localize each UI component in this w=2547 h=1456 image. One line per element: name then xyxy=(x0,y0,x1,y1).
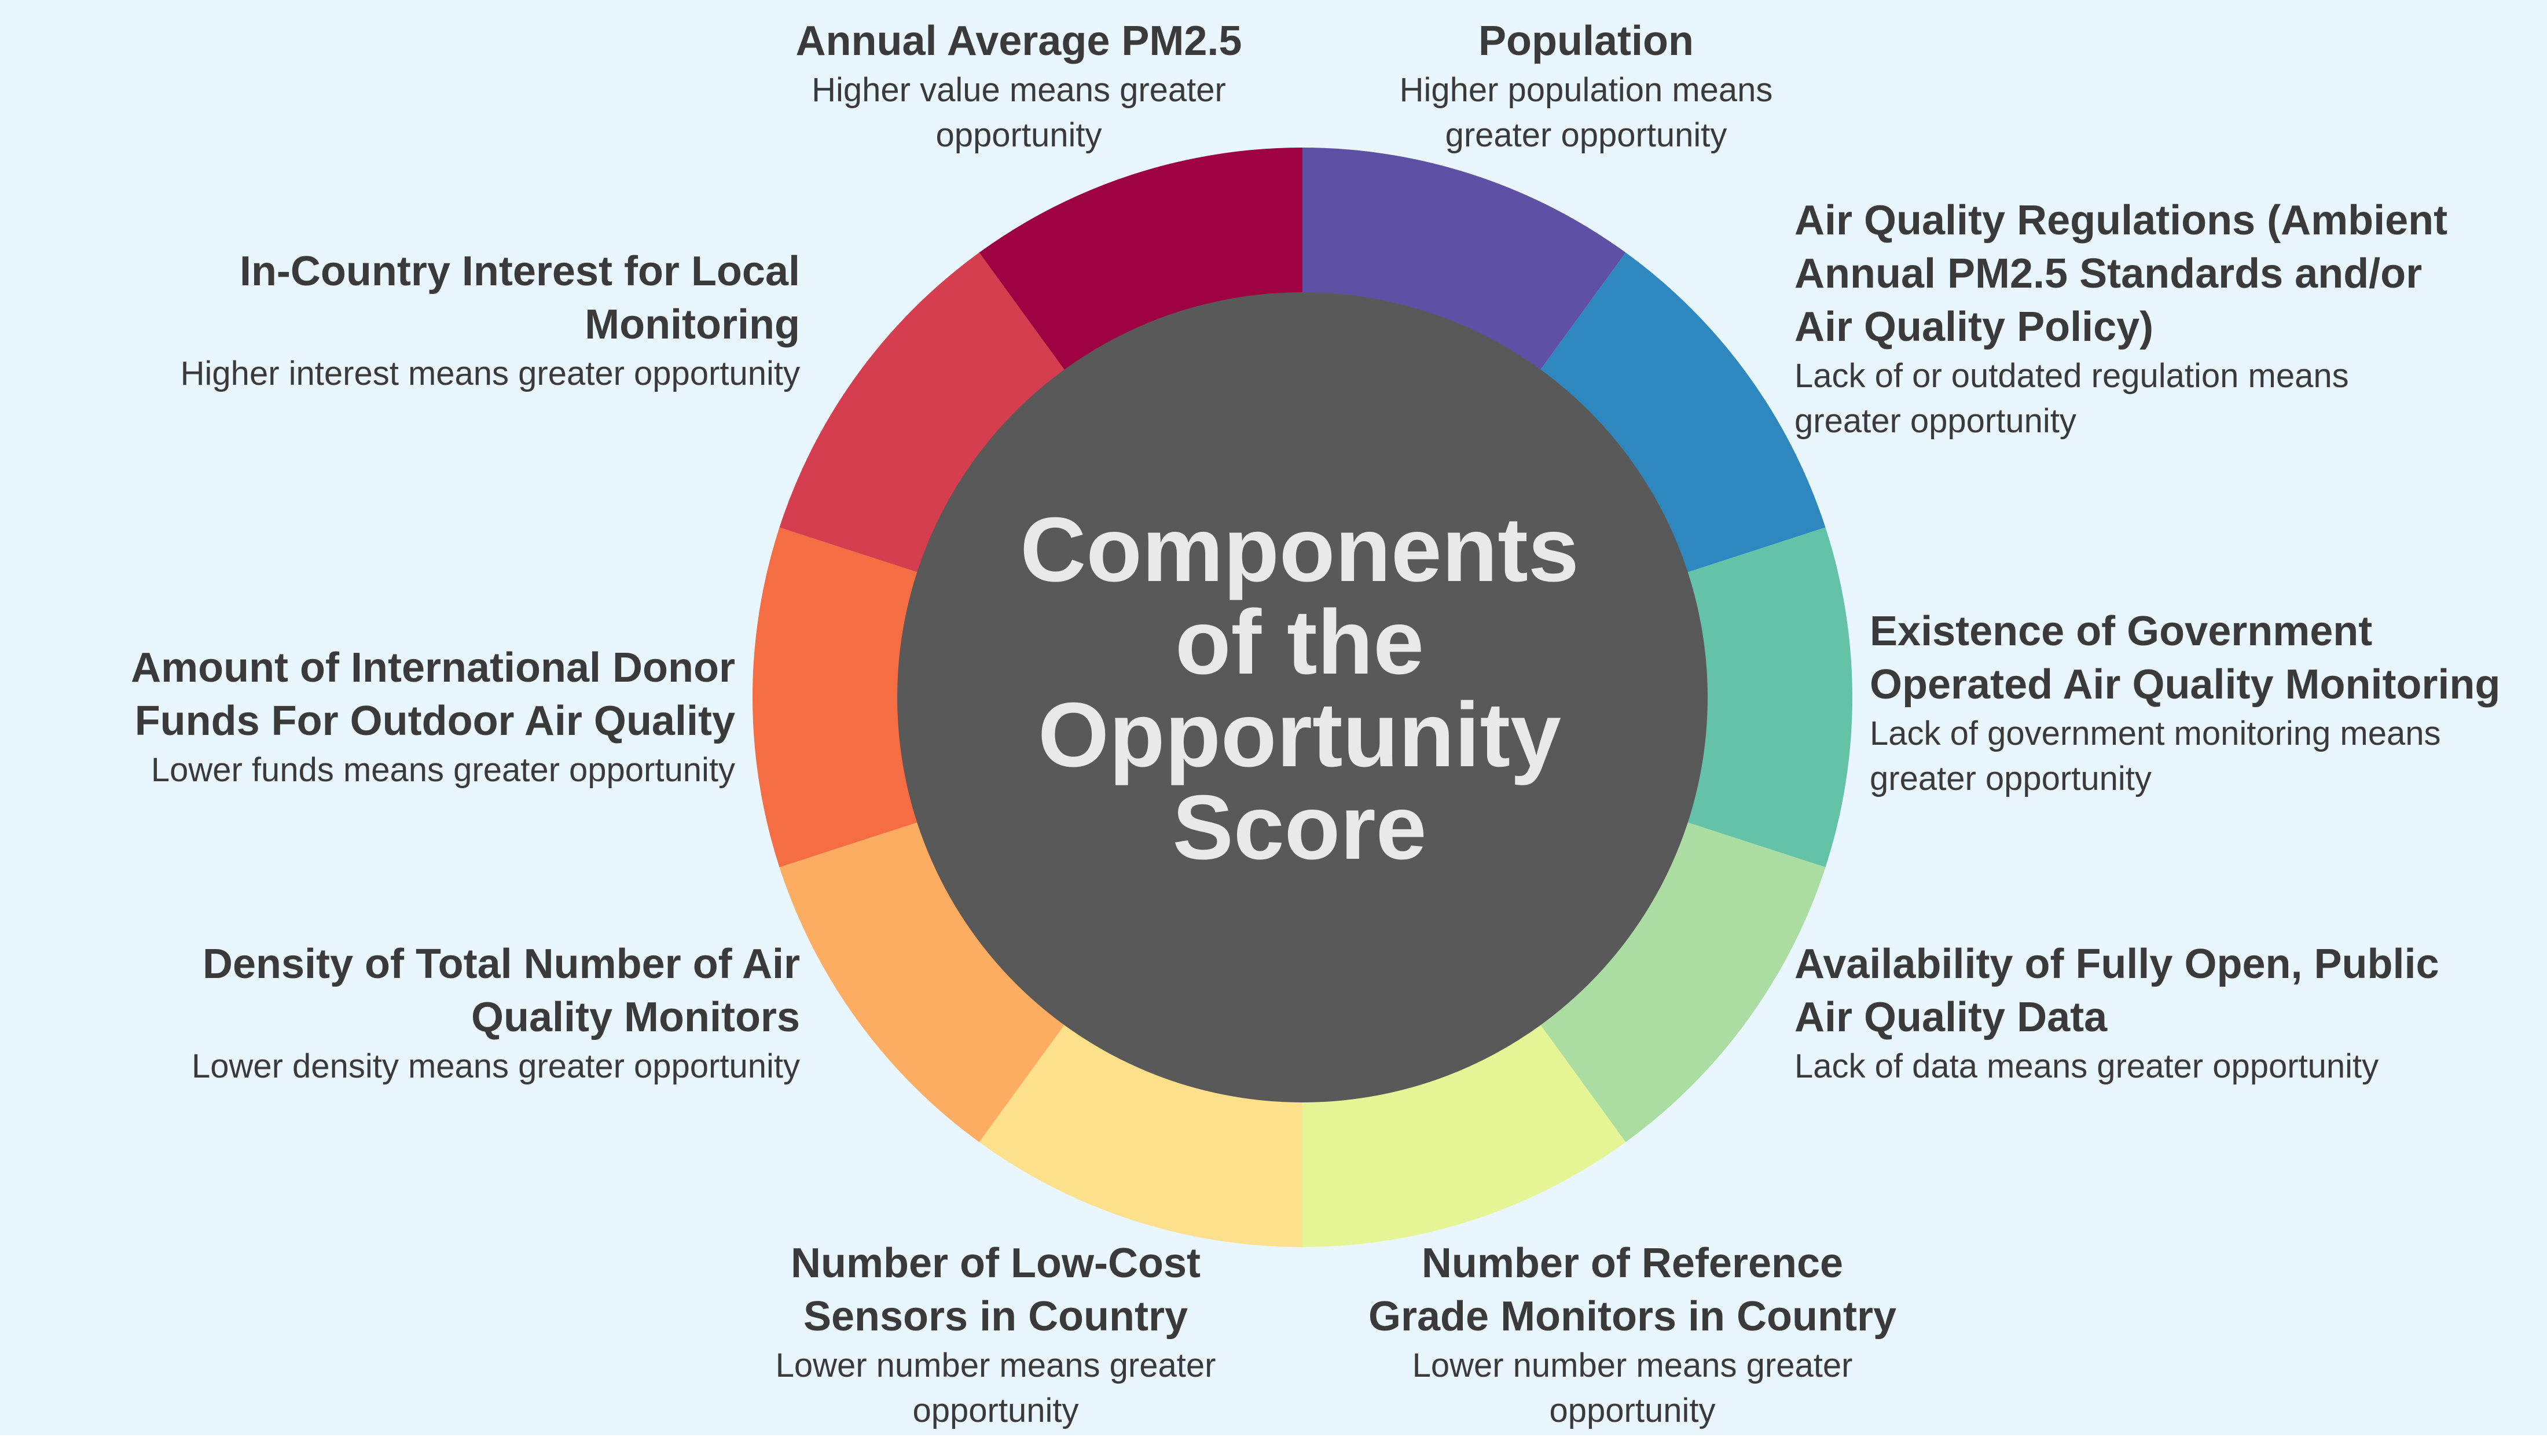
label-low-cost-sensors: Number of Low-Cost Sensors in Country Lo… xyxy=(706,1237,1285,1433)
label-title: Sensors in Country xyxy=(803,1293,1188,1340)
center-title-line: Opportunity xyxy=(1038,684,1561,786)
label-air-quality-regulations: Air Quality Regulations (Ambient Annual … xyxy=(1794,194,2535,444)
label-title: Annual PM2.5 Standards and/or xyxy=(1794,251,2423,297)
label-title: In-Country Interest for Local xyxy=(239,248,800,295)
label-monitor-density: Density of Total Number of Air Quality M… xyxy=(23,937,800,1089)
center-circle xyxy=(897,292,1708,1102)
label-description: greater opportunity xyxy=(1870,760,2152,797)
label-title: Density of Total Number of Air xyxy=(202,941,800,987)
center-title-line: of the xyxy=(1175,591,1425,693)
label-title: Grade Monitors in Country xyxy=(1368,1293,1897,1340)
center-title-line: Score xyxy=(1172,777,1427,878)
ring-segment-low-cost-sensors xyxy=(979,1020,1302,1247)
ring-segment-donor-funds xyxy=(753,527,923,867)
label-description: Higher interest means greater opportunit… xyxy=(180,355,800,392)
ring-segment-open-data xyxy=(1537,821,1826,1142)
ring-segment-reference-monitors xyxy=(1302,1020,1626,1247)
label-description: Lower number means greater xyxy=(1412,1347,1853,1384)
label-title: Existence of Government xyxy=(1870,608,2373,655)
ring-segment-gov-monitoring xyxy=(1682,527,1852,867)
label-description: Lack of data means greater opportunity xyxy=(1794,1047,2379,1085)
label-description: greater opportunity xyxy=(1794,402,2076,440)
label-description: Lack of government monitoring means xyxy=(1870,715,2441,752)
label-title: Monitoring xyxy=(585,302,800,348)
label-title: Number of Low-Cost xyxy=(791,1240,1201,1286)
label-in-country-interest: In-Country Interest for Local Monitoring… xyxy=(23,245,800,396)
label-title: Quality Monitors xyxy=(471,994,800,1040)
label-title: Population xyxy=(1478,18,1694,64)
label-annual-pm25: Annual Average PM2.5 Higher value means … xyxy=(706,14,1331,158)
label-description: Higher population means xyxy=(1399,71,1773,109)
label-description: Higher value means greater xyxy=(812,71,1226,109)
label-open-data: Availability of Fully Open, Public Air Q… xyxy=(1794,937,2535,1089)
center-title-line: Components xyxy=(1020,499,1579,601)
label-title: Annual Average PM2.5 xyxy=(795,18,1242,64)
ring-segment-pm25 xyxy=(979,148,1302,374)
label-description: Lack of or outdated regulation means xyxy=(1794,357,2349,395)
label-description: Lower number means greater xyxy=(775,1347,1216,1384)
ring-segment-in-country-interest xyxy=(779,252,1068,574)
label-description: opportunity xyxy=(912,1392,1079,1429)
label-title: Air Quality Regulations (Ambient xyxy=(1794,197,2448,244)
label-title: Air Quality Data xyxy=(1794,994,2108,1040)
label-description: opportunity xyxy=(1549,1392,1716,1429)
center-title: Components of the Opportunity Score xyxy=(915,503,1684,874)
label-description: greater opportunity xyxy=(1445,116,1727,154)
label-donor-funds: Amount of International Donor Funds For … xyxy=(23,641,735,793)
label-title: Number of Reference xyxy=(1421,1240,1844,1286)
label-title: Funds For Outdoor Air Quality xyxy=(134,698,735,744)
label-reference-monitors: Number of Reference Grade Monitors in Co… xyxy=(1314,1237,1951,1433)
label-description: opportunity xyxy=(935,116,1102,154)
label-description: Lower funds means greater opportunity xyxy=(151,751,735,789)
label-title: Operated Air Quality Monitoring xyxy=(1870,661,2501,708)
label-description: Lower density means greater opportunity xyxy=(191,1047,800,1085)
label-government-monitoring: Existence of Government Operated Air Qua… xyxy=(1870,605,2535,801)
label-title: Air Quality Policy) xyxy=(1794,304,2154,350)
label-population: Population Higher population means great… xyxy=(1320,14,1852,158)
ring-segment-regulations xyxy=(1537,252,1826,574)
label-title: Availability of Fully Open, Public xyxy=(1794,941,2439,987)
ring-segment-monitor-density xyxy=(779,821,1068,1142)
label-title: Amount of International Donor xyxy=(131,645,735,691)
ring-segment-population xyxy=(1302,148,1626,374)
